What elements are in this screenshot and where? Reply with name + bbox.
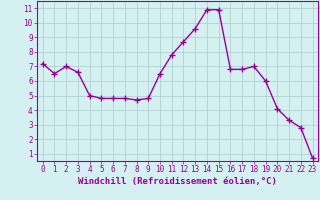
X-axis label: Windchill (Refroidissement éolien,°C): Windchill (Refroidissement éolien,°C): [78, 177, 277, 186]
